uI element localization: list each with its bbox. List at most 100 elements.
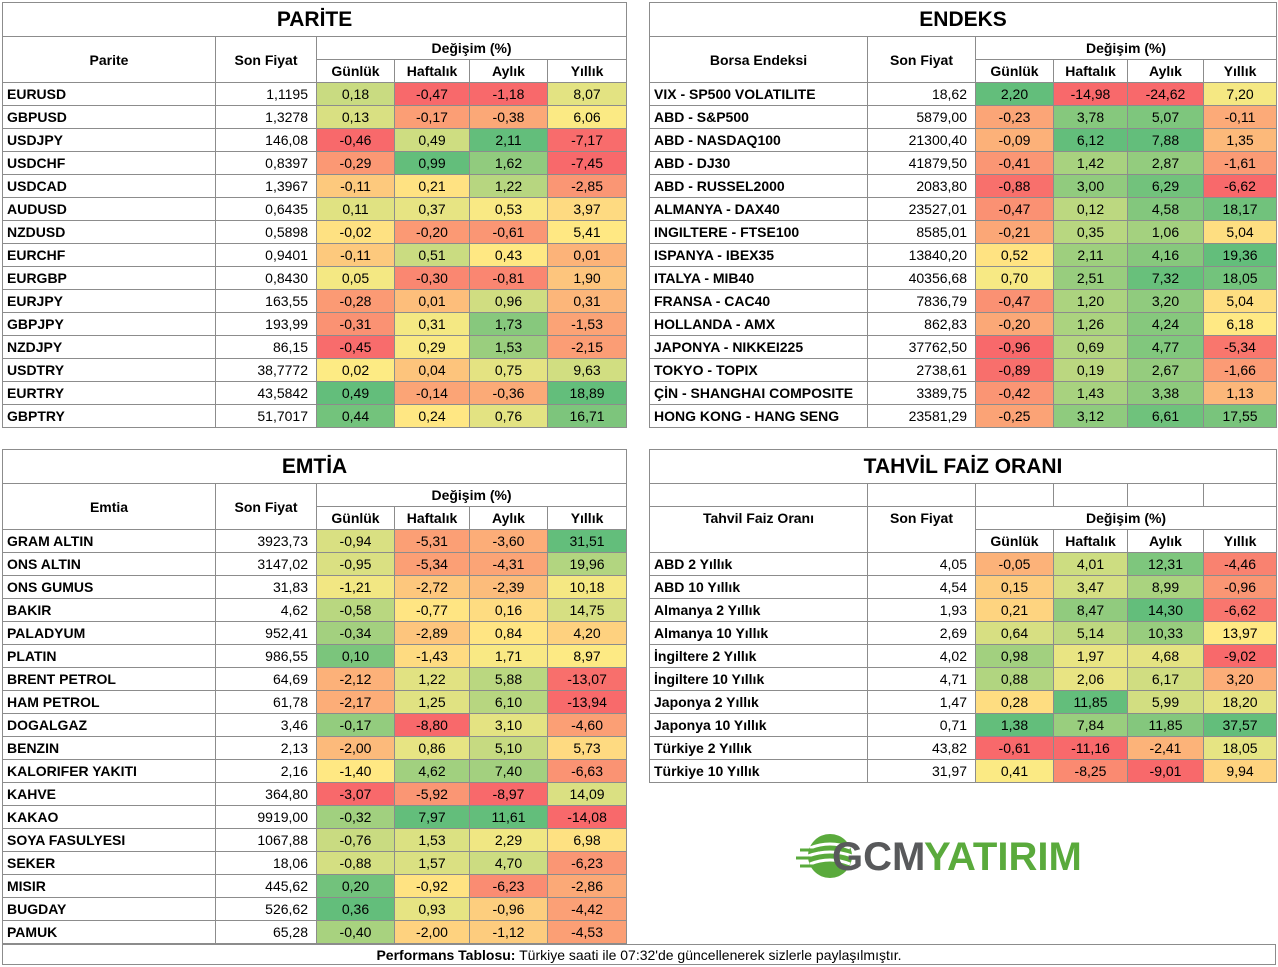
row-change-cell: 0,19 bbox=[1053, 358, 1128, 382]
parite-sub-yearly: Yıllık bbox=[546, 59, 628, 83]
row-change-cell: -0,61 bbox=[975, 736, 1054, 760]
row-change-cell: 6,10 bbox=[469, 690, 548, 714]
row-price: 4,71 bbox=[867, 667, 976, 691]
emtia-sub-weekly: Haftalık bbox=[394, 506, 470, 530]
row-change-cell: 13,97 bbox=[1202, 621, 1278, 645]
table-row: KAHVE 364,80 -3,07 -5,92 -8,97 14,09 bbox=[2, 782, 628, 806]
row-name: JAPONYA - NIKKEI225 bbox=[649, 335, 868, 359]
row-price: 31,97 bbox=[867, 759, 976, 783]
row-change-cell: -0,94 bbox=[316, 529, 395, 553]
row-change-cell: 4,01 bbox=[1053, 552, 1128, 576]
table-row: Japonya 10 Yıllık 0,71 1,38 7,84 11,85 37,57 bbox=[649, 713, 1278, 737]
table-row: EURCHF 0,9401 -0,11 0,51 0,43 0,01 bbox=[2, 243, 628, 267]
row-change-cell: -6,62 bbox=[1202, 174, 1278, 198]
table-row: USDTRY 38,7772 0,02 0,04 0,75 9,63 bbox=[2, 358, 628, 382]
row-change-cell: -0,61 bbox=[469, 220, 548, 244]
emtia-table: EMTİA Emtia Son Fiyat Değişim (%) Günlük… bbox=[1, 449, 628, 944]
row-price: 1,3967 bbox=[215, 174, 317, 198]
row-change-cell: -1,61 bbox=[1202, 151, 1278, 175]
row-change-cell: 1,97 bbox=[1053, 644, 1128, 668]
row-change-cell: -8,97 bbox=[469, 782, 548, 806]
row-change-cell: 0,01 bbox=[394, 289, 470, 313]
parite-table: PARİTE Parite Son Fiyat Değişim (%) Günl… bbox=[1, 2, 628, 428]
table-row: ABD - DJ30 41879,50 -0,41 1,42 2,87 -1,61 bbox=[649, 151, 1278, 175]
row-name: MISIR bbox=[2, 874, 216, 898]
row-change-cell: 4,20 bbox=[546, 621, 628, 645]
row-price: 3389,75 bbox=[867, 381, 976, 405]
table-row: Japonya 2 Yıllık 1,47 0,28 11,85 5,99 18,20 bbox=[649, 690, 1278, 714]
row-price: 23581,29 bbox=[867, 404, 976, 428]
row-change-cell: 0,75 bbox=[469, 358, 548, 382]
tahvil-sub-monthly: Aylık bbox=[1127, 529, 1204, 553]
row-name: GBPJPY bbox=[2, 312, 216, 336]
table-row: HONG KONG - HANG SENG 23581,29 -0,25 3,12 6,… bbox=[649, 404, 1278, 428]
row-name: FRANSA - CAC40 bbox=[649, 289, 868, 313]
row-change-cell: -1,21 bbox=[316, 575, 395, 599]
row-price: 41879,50 bbox=[867, 151, 976, 175]
row-name: Türkiye 10 Yıllık bbox=[649, 759, 868, 783]
table-row: ONS GUMUS 31,83 -1,21 -2,72 -2,39 10,18 bbox=[2, 575, 628, 599]
table-row: NZDUSD 0,5898 -0,02 -0,20 -0,61 5,41 bbox=[2, 220, 628, 244]
row-change-cell: 0,53 bbox=[469, 197, 548, 221]
row-name: USDJPY bbox=[2, 128, 216, 152]
row-change-cell: 1,90 bbox=[546, 266, 628, 290]
table-row: EURJPY 163,55 -0,28 0,01 0,96 0,31 bbox=[2, 289, 628, 313]
row-name: ITALYA - MIB40 bbox=[649, 266, 868, 290]
row-change-cell: -0,28 bbox=[316, 289, 395, 313]
row-change-cell: -0,36 bbox=[469, 381, 548, 405]
table-row: VIX - SP500 VOLATILITE 18,62 2,20 -14,98 -24… bbox=[649, 82, 1278, 106]
row-price: 86,15 bbox=[215, 335, 317, 359]
row-change-cell: 2,87 bbox=[1127, 151, 1204, 175]
row-change-cell: 0,10 bbox=[316, 644, 395, 668]
row-change-cell: 0,99 bbox=[394, 151, 470, 175]
row-name: BUGDAY bbox=[2, 897, 216, 921]
row-name: PALADYUM bbox=[2, 621, 216, 645]
row-price: 43,5842 bbox=[215, 381, 317, 405]
row-change-cell: 0,35 bbox=[1053, 220, 1128, 244]
row-change-cell: -0,96 bbox=[1202, 575, 1278, 599]
table-row: DOGALGAZ 3,46 -0,17 -8,80 3,10 -4,60 bbox=[2, 713, 628, 737]
table-row: ITALYA - MIB40 40356,68 0,70 2,51 7,32 18,05 bbox=[649, 266, 1278, 290]
row-change-cell: -7,45 bbox=[546, 151, 628, 175]
row-change-cell: 6,17 bbox=[1127, 667, 1204, 691]
row-price: 0,71 bbox=[867, 713, 976, 737]
row-change-cell: -0,20 bbox=[394, 220, 470, 244]
row-change-cell: 8,99 bbox=[1127, 575, 1204, 599]
row-change-cell: -11,16 bbox=[1053, 736, 1128, 760]
row-change-cell: -8,80 bbox=[394, 713, 470, 737]
row-change-cell: 1,13 bbox=[1202, 381, 1278, 405]
row-change-cell: -0,58 bbox=[316, 598, 395, 622]
row-name: VIX - SP500 VOLATILITE bbox=[649, 82, 868, 106]
row-change-cell: -0,21 bbox=[975, 220, 1054, 244]
row-change-cell: 1,06 bbox=[1127, 220, 1204, 244]
row-change-cell: -6,23 bbox=[546, 851, 628, 875]
row-change-cell: -0,47 bbox=[975, 197, 1054, 221]
endeks-col-name: Borsa Endeksi bbox=[649, 36, 868, 83]
row-change-cell: -5,31 bbox=[394, 529, 470, 553]
emtia-sub-yearly: Yıllık bbox=[546, 506, 628, 530]
table-row: BAKIR 4,62 -0,58 -0,77 0,16 14,75 bbox=[2, 598, 628, 622]
table-row: ISPANYA - IBEX35 13840,20 0,52 2,11 4,16 19,3… bbox=[649, 243, 1278, 267]
logo-text-gcm: GCM bbox=[832, 835, 925, 879]
parite-panel: PARİTE Parite Son Fiyat Değişim (%) Günl… bbox=[1, 2, 628, 428]
row-change-cell: 0,49 bbox=[394, 128, 470, 152]
row-price: 2738,61 bbox=[867, 358, 976, 382]
row-change-cell: 5,04 bbox=[1202, 220, 1278, 244]
row-name: GBPTRY bbox=[2, 404, 216, 428]
tahvil-blank-cell bbox=[1127, 483, 1204, 507]
row-change-cell: 4,68 bbox=[1127, 644, 1204, 668]
row-change-cell: 14,75 bbox=[546, 598, 628, 622]
tahvil-col-change: Değişim (%) bbox=[974, 506, 1278, 530]
row-change-cell: -0,81 bbox=[469, 266, 548, 290]
table-row: HOLLANDA - AMX 862,83 -0,20 1,26 4,24 6,18 bbox=[649, 312, 1278, 336]
row-price: 31,83 bbox=[215, 575, 317, 599]
table-row: ÇİN - SHANGHAI COMPOSITE 3389,75 -0,42 1,43… bbox=[649, 381, 1278, 405]
row-change-cell: -0,89 bbox=[975, 358, 1054, 382]
row-name: İngiltere 10 Yıllık bbox=[649, 667, 868, 691]
row-price: 51,7017 bbox=[215, 404, 317, 428]
row-change-cell: -4,42 bbox=[546, 897, 628, 921]
footer-text: Türkiye saati ile 07:32'de güncellenerek… bbox=[515, 947, 902, 963]
row-change-cell: -0,46 bbox=[316, 128, 395, 152]
row-change-cell: 5,99 bbox=[1127, 690, 1204, 714]
row-change-cell: 1,71 bbox=[469, 644, 548, 668]
